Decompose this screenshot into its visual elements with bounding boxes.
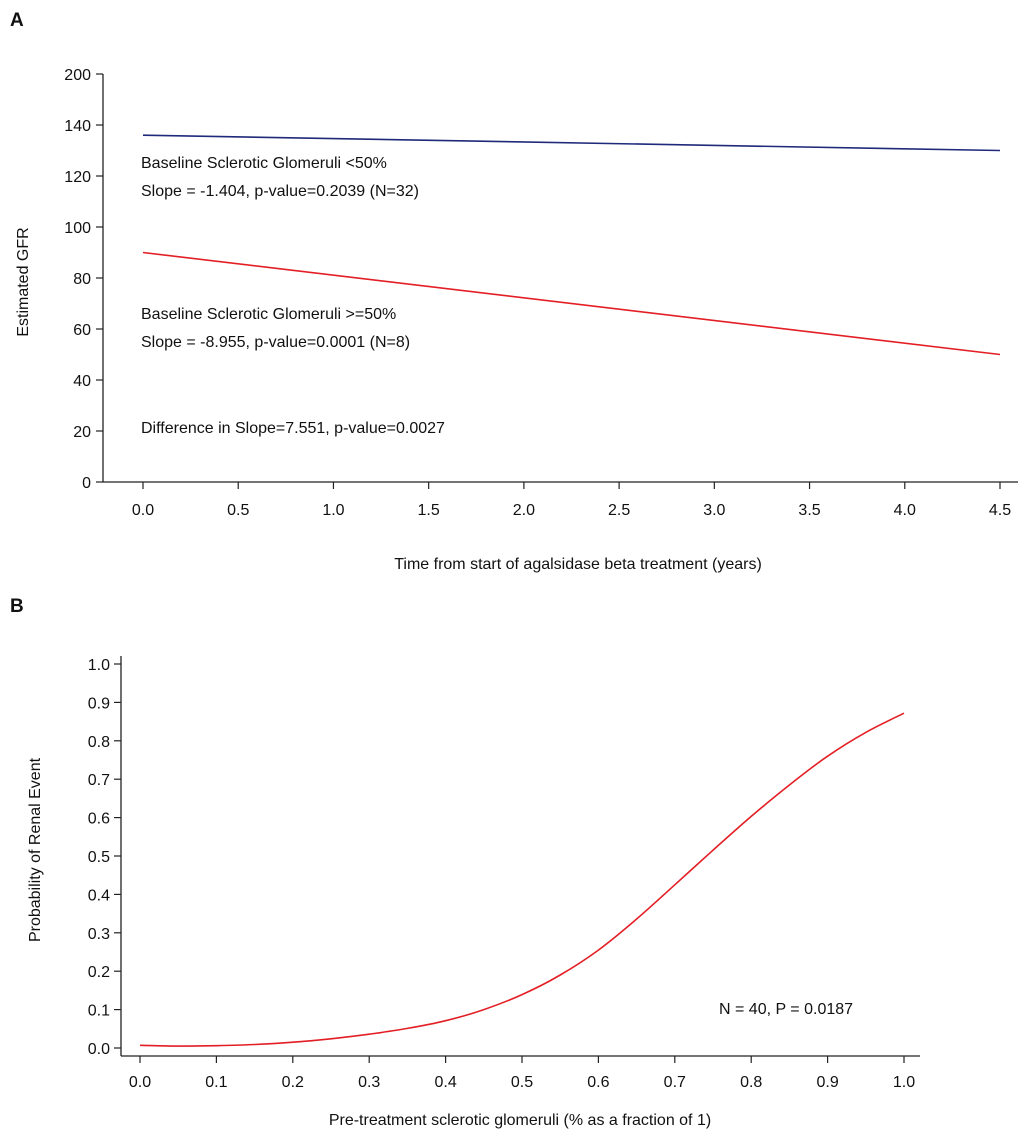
y-tick-label: 0.8 [88, 734, 110, 751]
y-axis-title: Probability of Renal Event [27, 757, 44, 942]
y-tick-label: 200 [64, 67, 91, 84]
annotation: Baseline Sclerotic Glomeruli <50% [141, 155, 387, 172]
annotation: Baseline Sclerotic Glomeruli >=50% [141, 306, 396, 323]
series-line-1 [142, 251, 1001, 356]
panel-a-letter: A [10, 10, 24, 31]
x-tick-label: 0.5 [227, 502, 249, 519]
x-tick-label: 2.0 [513, 502, 535, 519]
y-tick-label: 100 [64, 220, 91, 237]
x-tick-label: 1.0 [893, 1074, 915, 1091]
x-tick-label: 4.0 [894, 502, 916, 519]
series-curve-0 [139, 712, 905, 1047]
y-tick-label: 0.3 [88, 926, 110, 943]
y-tick-label: 140 [64, 118, 91, 135]
annotation: N = 40, P = 0.0187 [719, 1001, 853, 1018]
x-tick-label: 0.0 [129, 1074, 151, 1091]
x-tick-label: 3.5 [798, 502, 820, 519]
y-tick-label: 60 [73, 322, 91, 339]
y-tick-label: 0.2 [88, 964, 110, 981]
y-tick-label: 0.6 [88, 811, 110, 828]
y-tick-label: 20 [73, 424, 91, 441]
x-tick-label: 0.2 [282, 1074, 304, 1091]
x-tick-label: 3.0 [703, 502, 725, 519]
y-axis-title: Estimated GFR [15, 227, 32, 336]
x-tick-label: 4.5 [989, 502, 1011, 519]
x-tick-label: 0.1 [205, 1074, 227, 1091]
chart-a: 0 20 40 60 80 100 120 140 200 0.0 0.5 1.0 1.5 2.0 2.5 3… [15, 67, 1018, 573]
y-tick-label: 1.0 [88, 657, 110, 674]
annotation: Difference in Slope=7.551, p-value=0.002… [141, 420, 445, 437]
x-tick-label: 0.5 [511, 1074, 533, 1091]
y-tick-label: 0.0 [88, 1041, 110, 1058]
y-tick-label: 80 [73, 271, 91, 288]
x-tick-label: 0.9 [816, 1074, 838, 1091]
x-tick-label: 2.5 [608, 502, 630, 519]
y-tick-label: 0.1 [88, 1003, 110, 1020]
y-tick-label: 0.5 [88, 849, 110, 866]
x-tick-label: 0.6 [587, 1074, 609, 1091]
x-tick-label: 0.0 [132, 502, 154, 519]
x-tick-label: 1.5 [418, 502, 440, 519]
y-tick-label: 40 [73, 373, 91, 390]
y-tick-label: 0.4 [88, 887, 110, 904]
y-tick-label: 0.7 [88, 772, 110, 789]
y-tick-label: 0.9 [88, 695, 110, 712]
x-tick-label: 1.0 [322, 502, 344, 519]
x-tick-label: 0.7 [664, 1074, 686, 1091]
x-axis-title: Time from start of agalsidase beta treat… [394, 556, 762, 573]
y-tick-label: 0 [82, 475, 91, 492]
y-tick-label: 120 [64, 169, 91, 186]
annotation: Slope = -8.955, p-value=0.0001 (N=8) [141, 334, 410, 351]
x-axis-title: Pre-treatment sclerotic glomeruli (% as … [329, 1112, 711, 1129]
series-line-0 [142, 134, 1001, 152]
x-tick-label: 0.3 [358, 1074, 380, 1091]
annotation: Slope = -1.404, p-value=0.2039 (N=32) [141, 183, 419, 200]
chart-b: 0.0 0.1 0.2 0.3 0.4 0.5 0.6 0.7 0.8 0.9 1.0 0.0 0.1 0… [27, 656, 920, 1129]
x-tick-label: 0.4 [434, 1074, 456, 1091]
x-tick-label: 0.8 [740, 1074, 762, 1091]
panel-b-letter: B [10, 596, 24, 617]
